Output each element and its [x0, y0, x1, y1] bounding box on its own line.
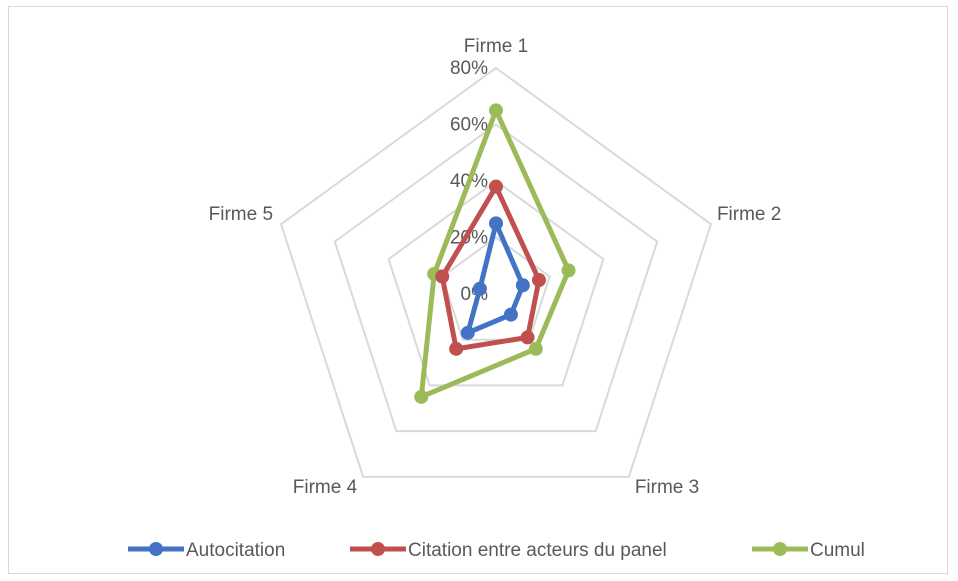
legend-label: Autocitation — [186, 540, 285, 561]
legend-label: Cumul — [810, 540, 865, 561]
legend-item: Cumul — [752, 540, 865, 561]
category-label: Firme 4 — [293, 477, 358, 498]
legend-item: Citation entre acteurs du panel — [350, 540, 667, 561]
legend-label: Citation entre acteurs du panel — [408, 540, 667, 561]
series-line — [418, 107, 572, 400]
legend-item: Autocitation — [128, 540, 285, 561]
category-label: Firme 5 — [209, 204, 273, 225]
legend-marker — [149, 542, 163, 556]
data-point — [531, 273, 546, 288]
series-layer — [414, 103, 576, 404]
series-line — [439, 184, 542, 352]
data-point — [515, 278, 530, 293]
series-line — [465, 220, 526, 336]
grid-ring-2 — [387, 179, 605, 387]
category-label: Firme 3 — [635, 477, 699, 498]
data-point — [472, 281, 487, 296]
series-group — [435, 179, 546, 356]
series-group — [414, 103, 576, 404]
category-label: Firme 1 — [464, 36, 528, 57]
data-point — [435, 269, 450, 284]
data-point — [489, 179, 503, 194]
legend-marker — [371, 542, 385, 556]
data-point — [460, 325, 475, 340]
series-group — [460, 216, 530, 340]
radar-grid — [279, 66, 713, 478]
grid-ring-3 — [333, 123, 659, 433]
grid-ring-1 — [441, 236, 551, 341]
data-point — [449, 341, 464, 356]
category-label: Firme 2 — [717, 204, 781, 225]
data-point — [489, 103, 503, 118]
tick-label: 80% — [450, 58, 488, 79]
data-point — [528, 341, 543, 356]
data-point — [561, 263, 576, 278]
data-point — [489, 216, 503, 231]
data-point — [503, 307, 518, 322]
legend-marker — [773, 542, 787, 556]
data-point — [520, 330, 535, 345]
tick-label: 60% — [450, 115, 488, 136]
category-labels: Firme 1 Firme 2 Firme 3 Firme 4 Firme 5 — [209, 36, 782, 498]
data-point — [414, 389, 429, 404]
legend: Autocitation Citation entre acteurs du pa… — [128, 540, 865, 561]
grid-ring-4 — [279, 66, 713, 478]
